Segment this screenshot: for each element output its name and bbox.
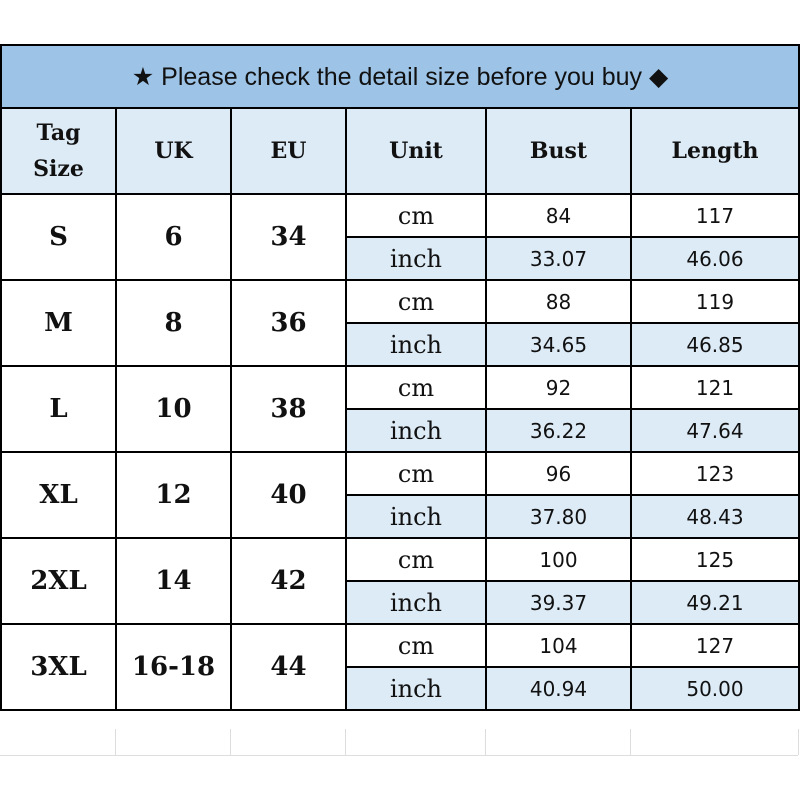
tag-size-cell: L bbox=[0, 365, 117, 453]
eu-size-cell: 42 bbox=[230, 537, 347, 625]
table-row-inch: inch 34.65 46.85 bbox=[1, 322, 800, 367]
tag-size-cell: S bbox=[0, 193, 117, 281]
length-cell: 121 bbox=[630, 365, 800, 410]
uk-size-cell: 12 bbox=[115, 451, 232, 539]
bust-cell: 84 bbox=[485, 193, 632, 238]
header-bust: Bust bbox=[485, 107, 632, 195]
uk-size-cell: 10 bbox=[115, 365, 232, 453]
length-cell: 49.21 bbox=[630, 580, 800, 625]
table-row-inch: inch 40.94 50.00 bbox=[1, 666, 800, 711]
header-tag-size: Tag Size bbox=[0, 107, 117, 195]
header-tag-line2: Size bbox=[33, 156, 84, 182]
table-row-inch: inch 37.80 48.43 bbox=[1, 494, 800, 539]
header-unit: Unit bbox=[345, 107, 487, 195]
unit-cell: inch bbox=[345, 666, 487, 711]
unit-cell: cm bbox=[345, 623, 487, 668]
header-tag-line1: Tag bbox=[36, 120, 81, 146]
table-row-inch: inch 39.37 49.21 bbox=[1, 580, 800, 625]
unit-cell: cm bbox=[345, 537, 487, 582]
bust-cell: 39.37 bbox=[485, 580, 632, 625]
unit-cell: inch bbox=[345, 236, 487, 281]
unit-cell: cm bbox=[345, 365, 487, 410]
table-title: ★ Please check the detail size before yo… bbox=[0, 44, 800, 109]
length-cell: 127 bbox=[630, 623, 800, 668]
eu-size-cell: 34 bbox=[230, 193, 347, 281]
length-cell: 48.43 bbox=[630, 494, 800, 539]
bust-cell: 88 bbox=[485, 279, 632, 324]
unit-cell: inch bbox=[345, 494, 487, 539]
length-cell: 119 bbox=[630, 279, 800, 324]
diamond-icon: ◆ bbox=[648, 62, 669, 91]
unit-cell: inch bbox=[345, 580, 487, 625]
unit-cell: cm bbox=[345, 451, 487, 496]
uk-size-cell: 14 bbox=[115, 537, 232, 625]
size-chart: ★ Please check the detail size before yo… bbox=[0, 44, 800, 711]
tag-size-cell: 2XL bbox=[0, 537, 117, 625]
table-row-cm: XL 12 40 cm 96 123 bbox=[0, 451, 800, 539]
table-row-inch: inch 33.07 46.06 bbox=[1, 236, 800, 281]
bust-cell: 33.07 bbox=[485, 236, 632, 281]
length-cell: 47.64 bbox=[630, 408, 800, 453]
size-table: ★ Please check the detail size before yo… bbox=[0, 44, 800, 711]
length-cell: 50.00 bbox=[630, 666, 800, 711]
length-cell: 123 bbox=[630, 451, 800, 496]
bust-cell: 92 bbox=[485, 365, 632, 410]
bust-cell: 40.94 bbox=[485, 666, 632, 711]
length-cell: 46.06 bbox=[630, 236, 800, 281]
eu-size-cell: 40 bbox=[230, 451, 347, 539]
length-cell: 117 bbox=[630, 193, 800, 238]
length-cell: 125 bbox=[630, 537, 800, 582]
eu-size-cell: 44 bbox=[230, 623, 347, 711]
table-row-cm: 2XL 14 42 cm 100 125 bbox=[0, 537, 800, 625]
title-text: Please check the detail size before you … bbox=[161, 62, 643, 91]
unit-cell: inch bbox=[345, 408, 487, 453]
tag-size-cell: XL bbox=[0, 451, 117, 539]
eu-size-cell: 36 bbox=[230, 279, 347, 367]
bust-cell: 104 bbox=[485, 623, 632, 668]
bust-cell: 36.22 bbox=[485, 408, 632, 453]
bust-cell: 37.80 bbox=[485, 494, 632, 539]
eu-size-cell: 38 bbox=[230, 365, 347, 453]
unit-cell: cm bbox=[345, 279, 487, 324]
header-eu: EU bbox=[230, 107, 347, 195]
uk-size-cell: 16-18 bbox=[115, 623, 232, 711]
table-row-inch: inch 36.22 47.64 bbox=[1, 408, 800, 453]
header-length: Length bbox=[630, 107, 800, 195]
bust-cell: 96 bbox=[485, 451, 632, 496]
unit-cell: cm bbox=[345, 193, 487, 238]
star-icon: ★ bbox=[131, 62, 155, 91]
tag-size-cell: 3XL bbox=[0, 623, 117, 711]
unit-cell: inch bbox=[345, 322, 487, 367]
table-row-cm: 3XL 16-18 44 cm 104 127 bbox=[0, 623, 800, 711]
length-cell: 46.85 bbox=[630, 322, 800, 367]
table-row-cm: L 10 38 cm 92 121 bbox=[0, 365, 800, 453]
table-row-cm: M 8 36 cm 88 119 bbox=[0, 279, 800, 367]
bust-cell: 100 bbox=[485, 537, 632, 582]
uk-size-cell: 8 bbox=[115, 279, 232, 367]
bust-cell: 34.65 bbox=[485, 322, 632, 367]
header-uk: UK bbox=[115, 107, 232, 195]
table-row-cm: S 6 34 cm 84 117 bbox=[0, 193, 800, 281]
empty-grid-row bbox=[0, 729, 799, 756]
uk-size-cell: 6 bbox=[115, 193, 232, 281]
tag-size-cell: M bbox=[0, 279, 117, 367]
